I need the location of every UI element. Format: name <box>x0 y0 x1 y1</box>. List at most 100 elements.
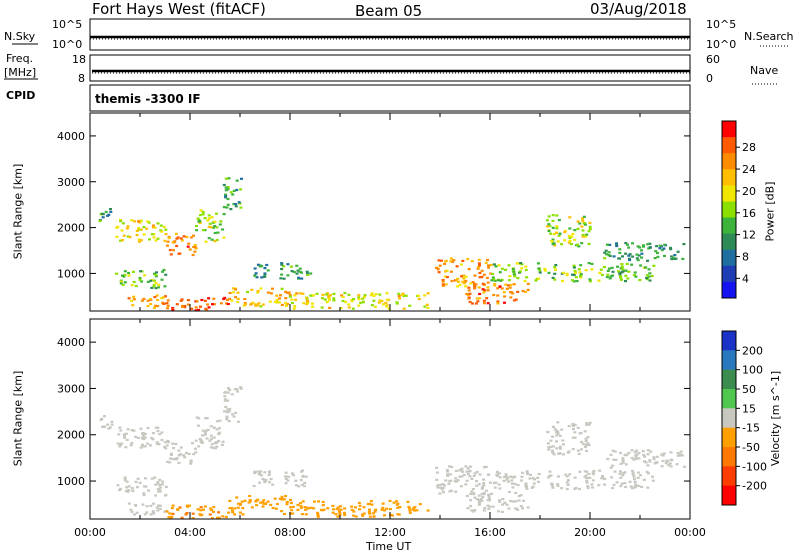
velocity-echo-cell <box>290 472 294 475</box>
power-echo-cell <box>237 201 241 204</box>
power-echo-cell <box>104 210 108 214</box>
power-echo-cell <box>224 193 228 196</box>
power-echo-cell <box>146 220 150 223</box>
power-echo-cell <box>513 275 517 278</box>
power-echo-cell <box>481 288 485 291</box>
power-echo-cell <box>211 303 214 306</box>
velocity-echo-cell <box>139 446 143 449</box>
velocity-echo-cell <box>648 459 652 462</box>
freq-label: Freq. <box>6 52 34 65</box>
velocity-echo-cell <box>619 476 623 479</box>
power-echo-cell <box>362 296 366 299</box>
power-echo-cell <box>443 275 447 278</box>
velocity-echo-cell <box>147 489 150 492</box>
power-echo-cell <box>153 295 157 299</box>
power-echo-cell <box>162 296 165 299</box>
power-echo-cell <box>188 248 192 251</box>
power-echo-cell <box>471 302 474 305</box>
power-echo-cell <box>291 301 294 305</box>
power-echo-cell <box>193 246 197 249</box>
power-echo-cell <box>496 294 500 297</box>
power-panel-bg <box>90 113 690 311</box>
velocity-echo-cell <box>584 474 588 477</box>
power-echo-cell <box>619 278 623 281</box>
power-echo-cell <box>632 274 636 277</box>
velocity-echo-cell <box>203 505 207 508</box>
power-echo-cell <box>151 226 155 229</box>
velocity-echo-cell <box>547 448 551 451</box>
velocity-echo-cell <box>258 481 262 484</box>
power-echo-cell <box>290 298 294 301</box>
velocity-echo-cell <box>163 510 167 513</box>
power-echo-cell <box>222 297 226 301</box>
velocity-echo-cell <box>648 460 652 463</box>
power-echo-cell <box>467 297 471 300</box>
power-echo-cell <box>468 292 472 295</box>
power-echo-cell <box>502 291 506 294</box>
power-echo-cell <box>385 305 389 308</box>
velocity-echo-cell <box>215 420 219 423</box>
power-echo-cell <box>599 268 603 271</box>
power-echo-cell <box>146 280 150 283</box>
power-echo-cell <box>401 292 405 295</box>
velocity-echo-cell <box>238 511 242 514</box>
power-echo-cell <box>423 305 427 308</box>
power-echo-cell <box>417 297 421 301</box>
velocity-echo-cell <box>152 502 156 505</box>
power-echo-cell <box>486 289 490 292</box>
velocity-echo-cell <box>498 487 502 490</box>
power-echo-cell <box>660 249 664 252</box>
velocity-echo-cell <box>522 499 526 502</box>
velocity-echo-cell <box>415 509 419 512</box>
power-echo-cell <box>548 224 552 228</box>
power-echo-cell <box>658 247 662 250</box>
velocity-echo-cell <box>448 465 451 468</box>
velocity-echo-cell <box>521 507 524 510</box>
velocity-echo-cell <box>209 507 213 510</box>
velocity-echo-cell <box>158 433 162 436</box>
velocity-echo-cell <box>396 506 400 509</box>
velocity-echo-cell <box>573 436 577 439</box>
velocity-echo-cell <box>660 465 664 468</box>
power-echo-cell <box>154 281 158 285</box>
velocity-echo-cell <box>116 442 120 445</box>
power-echo-cell <box>193 244 197 247</box>
power-echo-cell <box>516 277 520 280</box>
velocity-echo-cell <box>454 469 458 473</box>
power-echo-cell <box>284 301 288 304</box>
velocity-echo-cell <box>224 515 228 519</box>
velocity-echo-cell <box>408 511 412 514</box>
power-echo-cell <box>480 269 484 272</box>
velocity-echo-cell <box>285 500 289 504</box>
power-echo-cell <box>154 275 158 278</box>
freq-left-tick-top: 18 <box>72 53 86 66</box>
velocity-echo-cell <box>411 508 415 511</box>
power-echo-cell <box>127 274 131 277</box>
velocity-echo-cell <box>511 486 515 489</box>
power-echo-cell <box>474 283 478 286</box>
power-echo-cell <box>207 297 211 300</box>
velocity-echo-cell <box>635 449 639 452</box>
velocity-echo-cell <box>233 513 237 516</box>
power-echo-cell <box>618 248 622 251</box>
power-echo-cell <box>140 280 144 283</box>
velocity-echo-cell <box>217 439 221 443</box>
velocity-echo-cell <box>618 472 622 475</box>
velocity-echo-cell <box>598 469 602 472</box>
power-echo-cell <box>370 304 374 307</box>
velocity-echo-cell <box>259 501 263 504</box>
velocity-cbar-segment <box>722 369 736 390</box>
power-echo-cell <box>328 294 332 297</box>
velocity-echo-cell <box>669 451 673 454</box>
power-echo-cell <box>619 276 623 279</box>
velocity-echo-cell <box>322 508 326 511</box>
velocity-echo-cell <box>646 486 650 489</box>
velocity-echo-cell <box>144 477 147 480</box>
cpid-value: themis -3300 IF <box>95 92 201 106</box>
velocity-echo-cell <box>487 499 491 502</box>
velocity-echo-cell <box>524 483 528 486</box>
velocity-echo-cell <box>258 473 262 476</box>
power-echo-cell <box>670 258 674 261</box>
velocity-echo-cell <box>573 476 577 479</box>
power-echo-cell <box>460 275 464 278</box>
